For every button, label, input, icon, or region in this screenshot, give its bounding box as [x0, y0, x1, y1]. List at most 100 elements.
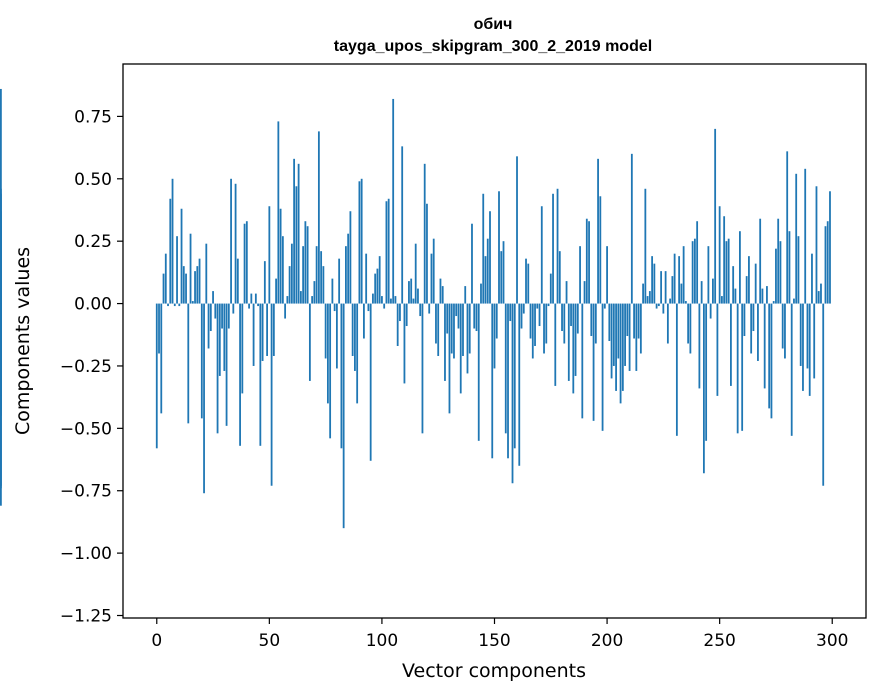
bar: [158, 303, 160, 354]
bar: [189, 233, 192, 304]
bar: [268, 206, 271, 304]
bar: [520, 303, 523, 329]
bar: [493, 303, 496, 369]
bar: [473, 303, 476, 329]
bar: [272, 303, 275, 356]
bar: [637, 303, 640, 339]
bar: [178, 303, 181, 307]
bar: [275, 278, 277, 304]
bar: [482, 193, 485, 304]
bar: [630, 153, 633, 304]
y-tick-label: −0.25: [60, 357, 112, 377]
bar: [236, 258, 239, 304]
bar: [426, 203, 428, 304]
bar: [315, 246, 318, 304]
bar: [367, 303, 370, 312]
bar: [748, 256, 750, 304]
bar: [736, 303, 739, 434]
x-tick-label: 50: [259, 631, 281, 651]
bar: [194, 271, 196, 304]
bar: [766, 286, 768, 304]
bar: [561, 303, 563, 332]
bar: [811, 253, 813, 304]
bar: [417, 288, 419, 304]
bar: [653, 263, 656, 304]
bar: [585, 218, 588, 304]
bar: [687, 303, 690, 344]
bar: [290, 243, 293, 304]
bar: [646, 296, 649, 304]
bar: [414, 243, 417, 304]
bar: [536, 303, 539, 309]
bar: [808, 303, 811, 396]
bar: [419, 303, 422, 317]
bar: [462, 303, 464, 356]
x-tick-label: 200: [591, 631, 623, 651]
bar: [378, 256, 381, 304]
bar: [619, 303, 622, 404]
bar: [547, 303, 550, 307]
bar: [155, 303, 158, 449]
bar: [601, 303, 604, 431]
bar: [302, 246, 305, 304]
bar: [516, 156, 518, 304]
bar: [603, 303, 606, 309]
bar: [243, 223, 246, 304]
bar: [322, 266, 325, 304]
y-tick-label: −0.50: [60, 419, 112, 439]
bar: [167, 303, 169, 307]
bar: [162, 273, 165, 304]
bar: [567, 303, 570, 381]
bar: [498, 191, 500, 304]
bar: [788, 231, 791, 304]
bar: [455, 303, 458, 317]
bar: [347, 233, 350, 304]
bar: [437, 303, 440, 356]
bar: [655, 303, 658, 309]
bar: [480, 283, 482, 304]
bar: [822, 303, 825, 486]
bar: [435, 303, 437, 344]
bar: [250, 293, 253, 304]
bar: [254, 293, 257, 304]
bar: [644, 188, 647, 304]
bar: [295, 186, 298, 304]
bar: [556, 188, 559, 304]
bar: [477, 303, 480, 441]
bar: [741, 303, 744, 431]
bar: [621, 303, 624, 391]
y-tick-label: −1.00: [60, 544, 112, 564]
bar: [624, 303, 626, 366]
bar: [757, 303, 759, 361]
bar: [829, 191, 831, 304]
y-tick-label: −1.25: [60, 607, 112, 627]
bar: [750, 303, 753, 354]
bar: [342, 303, 345, 529]
bar: [403, 303, 406, 384]
bars-group: [0, 88, 831, 529]
bar: [781, 303, 784, 349]
bar: [714, 128, 717, 304]
bar: [182, 266, 185, 304]
bar: [248, 303, 250, 309]
bar: [628, 303, 631, 371]
bar: [754, 263, 757, 304]
bar: [590, 303, 593, 337]
bar: [311, 296, 314, 304]
bar: [358, 181, 361, 304]
bar: [581, 303, 584, 419]
bar: [399, 303, 401, 322]
bar: [813, 303, 816, 379]
bar: [588, 221, 590, 304]
chart-title: обич: [474, 16, 513, 33]
bar: [446, 303, 449, 334]
bar: [664, 271, 667, 304]
bar: [187, 303, 190, 424]
bar: [345, 246, 347, 304]
bar: [709, 303, 712, 319]
bar: [468, 303, 471, 354]
bar: [525, 258, 527, 304]
bar: [725, 241, 728, 304]
bar: [504, 303, 507, 434]
